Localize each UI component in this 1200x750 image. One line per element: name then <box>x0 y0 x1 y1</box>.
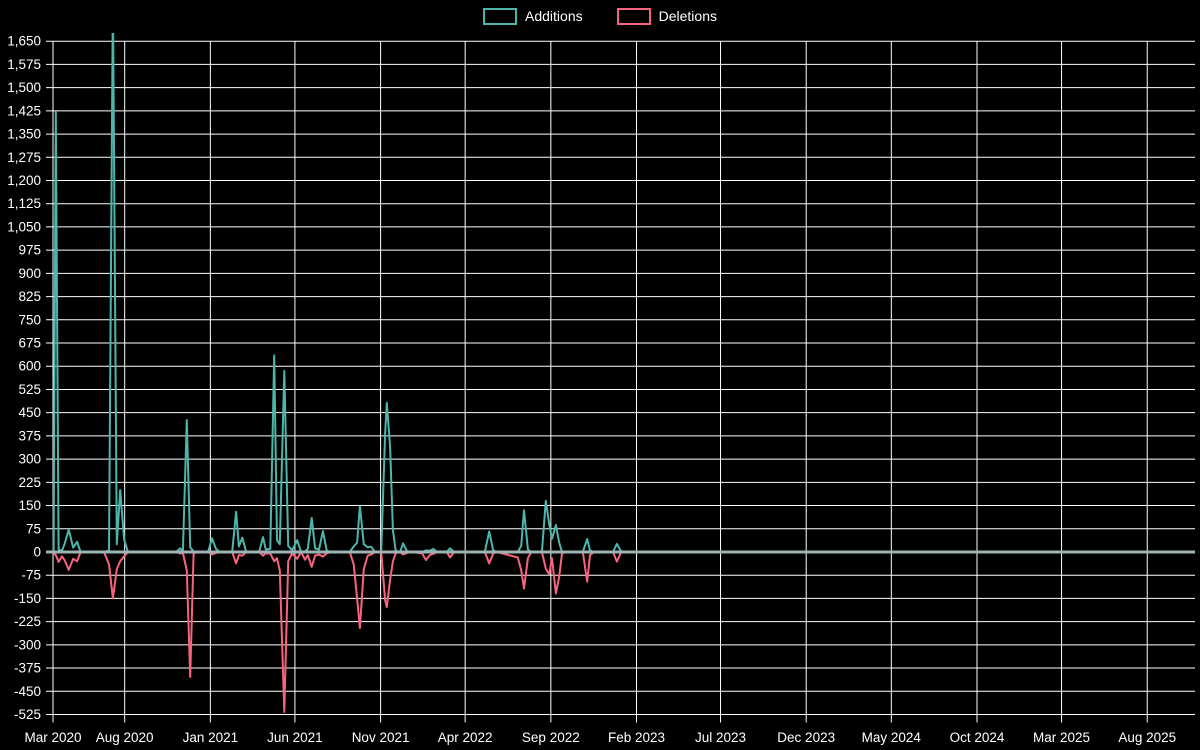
y-tick-label: 675 <box>18 336 41 351</box>
y-tick-label: 900 <box>18 266 41 281</box>
legend-item-deletions[interactable]: Deletions <box>616 8 717 25</box>
additions-line <box>49 33 626 553</box>
x-tick-label: Oct 2024 <box>950 730 1005 745</box>
x-tick-label: Sep 2022 <box>522 730 580 745</box>
y-tick-label: -300 <box>14 637 41 652</box>
y-tick-label: 1,425 <box>7 103 41 118</box>
legend-label-additions: Additions <box>525 8 583 24</box>
y-tick-label: 525 <box>18 382 41 397</box>
y-tick-label: -525 <box>14 707 41 722</box>
y-tick-label: 1,650 <box>7 34 41 49</box>
y-tick-label: 825 <box>18 289 41 304</box>
additions-swatch-icon <box>483 8 518 25</box>
y-axis-labels: 1,650 1,575 1,500 1,425 1,350 1,275 1,200 1,125… <box>7 34 41 722</box>
y-tick-label: 150 <box>18 498 41 513</box>
deletions-swatch-icon <box>616 8 651 25</box>
y-tick-label: -450 <box>14 684 41 699</box>
y-tick-label: 300 <box>18 452 41 467</box>
y-tick-label: 225 <box>18 475 41 490</box>
x-tick-label: Apr 2022 <box>438 730 493 745</box>
y-tick-label: -75 <box>21 568 41 583</box>
y-tick-label: 1,575 <box>7 57 41 72</box>
y-tick-label: 1,275 <box>7 150 41 165</box>
legend-label-deletions: Deletions <box>658 8 717 24</box>
x-tick-label: Feb 2023 <box>608 730 665 745</box>
y-tick-label: 1,500 <box>7 80 41 95</box>
x-tick-label: Jun 2021 <box>267 730 323 745</box>
x-tick-label: Aug 2020 <box>96 730 154 745</box>
y-tick-label: -375 <box>14 661 41 676</box>
legend-item-additions[interactable]: Additions <box>483 8 583 25</box>
chart-legend: Additions Deletions <box>0 8 1200 25</box>
y-tick-label: 1,200 <box>7 173 41 188</box>
y-tick-label: 375 <box>18 428 41 443</box>
x-tick-label: Dec 2023 <box>777 730 835 745</box>
x-gridlines <box>52 41 1148 723</box>
y-tick-label: 0 <box>33 544 41 559</box>
y-tick-label: -150 <box>14 591 41 606</box>
x-tick-label: Nov 2021 <box>352 730 410 745</box>
y-tick-label: 75 <box>26 521 41 536</box>
y-tick-label: 750 <box>18 312 41 327</box>
y-tick-label: 1,350 <box>7 127 41 142</box>
x-tick-label: May 2024 <box>862 730 922 745</box>
deletions-line <box>49 551 626 713</box>
y-tick-label: -225 <box>14 614 41 629</box>
x-tick-label: Jul 2023 <box>695 730 746 745</box>
y-gridlines <box>46 40 1195 715</box>
y-tick-label: 1,125 <box>7 196 41 211</box>
x-axis-labels: Mar 2020 Aug 2020 Jan 2021 Jun 2021 Nov 2021… <box>24 730 1176 745</box>
y-tick-label: 600 <box>18 359 41 374</box>
x-tick-label: Jan 2021 <box>183 730 239 745</box>
y-tick-label: 1,050 <box>7 219 41 234</box>
x-tick-label: Aug 2025 <box>1118 730 1176 745</box>
x-tick-label: Mar 2020 <box>24 730 81 745</box>
x-tick-label: Mar 2025 <box>1033 730 1090 745</box>
y-tick-label: 975 <box>18 243 41 258</box>
y-tick-label: 450 <box>18 405 41 420</box>
series-lines <box>49 33 626 713</box>
